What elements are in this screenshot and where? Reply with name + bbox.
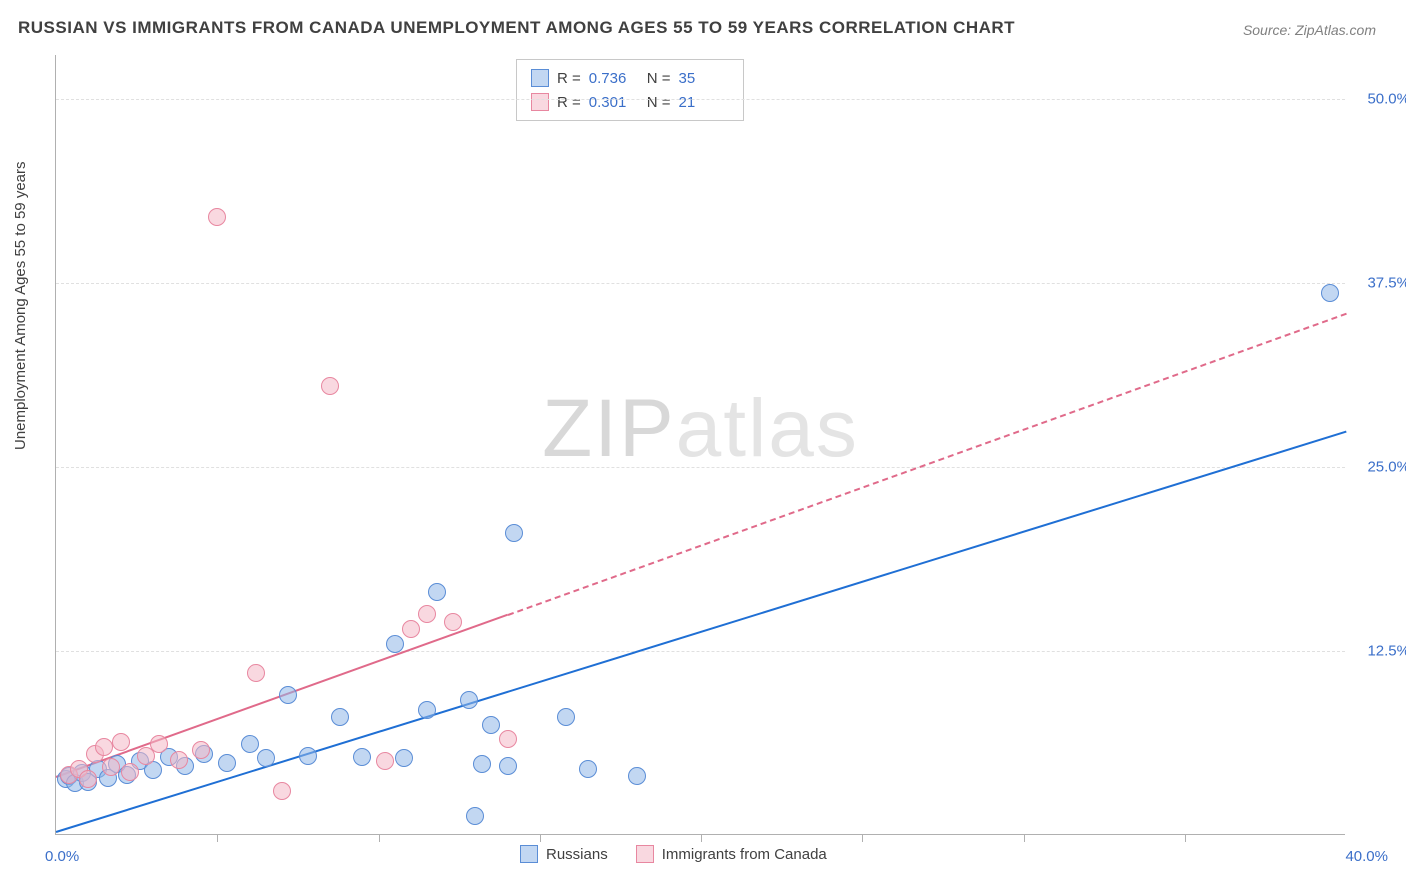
data-point — [299, 747, 317, 765]
legend-stat-row: R = 0.736 N = 35 — [531, 66, 729, 90]
legend-stat-row: R = 0.301 N = 21 — [531, 90, 729, 114]
legend-item-russians: Russians — [520, 845, 608, 863]
data-point — [418, 701, 436, 719]
plot-area: ZIPatlas R =0.736N =35R =0.301N =21 12.5… — [55, 55, 1345, 835]
x-axis-min-label: 0.0% — [45, 848, 79, 865]
legend-label-russians: Russians — [546, 846, 608, 863]
data-point — [192, 741, 210, 759]
r-label: R = — [557, 94, 581, 111]
x-tick — [540, 834, 541, 842]
data-point — [121, 763, 139, 781]
x-tick — [217, 834, 218, 842]
r-value: 0.736 — [589, 70, 639, 87]
legend-swatch — [531, 93, 549, 111]
y-tick-label: 50.0% — [1367, 91, 1406, 108]
data-point — [79, 770, 97, 788]
data-point — [279, 686, 297, 704]
data-point — [1321, 284, 1339, 302]
y-axis-label: Unemployment Among Ages 55 to 59 years — [12, 161, 29, 450]
y-tick-label: 37.5% — [1367, 275, 1406, 292]
x-tick — [1185, 834, 1186, 842]
data-point — [321, 377, 339, 395]
legend-swatch — [531, 69, 549, 87]
x-tick — [1024, 834, 1025, 842]
gridline — [56, 651, 1345, 652]
data-point — [247, 664, 265, 682]
n-label: N = — [647, 70, 671, 87]
x-tick — [701, 834, 702, 842]
data-point — [331, 708, 349, 726]
legend-swatch-immigrants — [636, 845, 654, 863]
correlation-legend: R = 0.736 N = 35 R = 0.301 N = 21 — [516, 59, 744, 121]
data-point — [402, 620, 420, 638]
legend-item-immigrants: Immigrants from Canada — [636, 845, 827, 863]
data-point — [473, 755, 491, 773]
data-point — [241, 735, 259, 753]
watermark-text-b: atlas — [676, 383, 859, 474]
data-point — [418, 605, 436, 623]
data-point — [499, 730, 517, 748]
chart-title: RUSSIAN VS IMMIGRANTS FROM CANADA UNEMPL… — [18, 18, 1015, 38]
n-label: N = — [647, 94, 671, 111]
n-value: 21 — [679, 94, 729, 111]
y-tick-label: 12.5% — [1367, 643, 1406, 660]
watermark: ZIPatlas — [542, 382, 859, 476]
watermark-text-a: ZIP — [542, 383, 676, 474]
data-point — [444, 613, 462, 631]
data-point — [557, 708, 575, 726]
data-point — [386, 635, 404, 653]
legend-swatch-russians — [520, 845, 538, 863]
data-point — [466, 807, 484, 825]
data-point — [112, 733, 130, 751]
data-point — [353, 748, 371, 766]
x-axis-max-label: 40.0% — [1345, 848, 1388, 865]
trend-line — [507, 313, 1346, 616]
r-label: R = — [557, 70, 581, 87]
series-legend: Russians Immigrants from Canada — [520, 845, 827, 863]
data-point — [170, 751, 188, 769]
gridline — [56, 99, 1345, 100]
x-tick — [379, 834, 380, 842]
data-point — [499, 757, 517, 775]
data-point — [376, 752, 394, 770]
data-point — [395, 749, 413, 767]
r-value: 0.301 — [589, 94, 639, 111]
data-point — [460, 691, 478, 709]
data-point — [257, 749, 275, 767]
gridline — [56, 283, 1345, 284]
data-point — [150, 735, 168, 753]
x-tick — [862, 834, 863, 842]
data-point — [482, 716, 500, 734]
trend-line — [56, 430, 1347, 832]
data-point — [428, 583, 446, 601]
n-value: 35 — [679, 70, 729, 87]
source-attribution: Source: ZipAtlas.com — [1243, 22, 1376, 38]
data-point — [102, 758, 120, 776]
y-tick-label: 25.0% — [1367, 459, 1406, 476]
legend-label-immigrants: Immigrants from Canada — [662, 846, 827, 863]
data-point — [208, 208, 226, 226]
data-point — [505, 524, 523, 542]
data-point — [273, 782, 291, 800]
data-point — [218, 754, 236, 772]
data-point — [628, 767, 646, 785]
data-point — [579, 760, 597, 778]
gridline — [56, 467, 1345, 468]
